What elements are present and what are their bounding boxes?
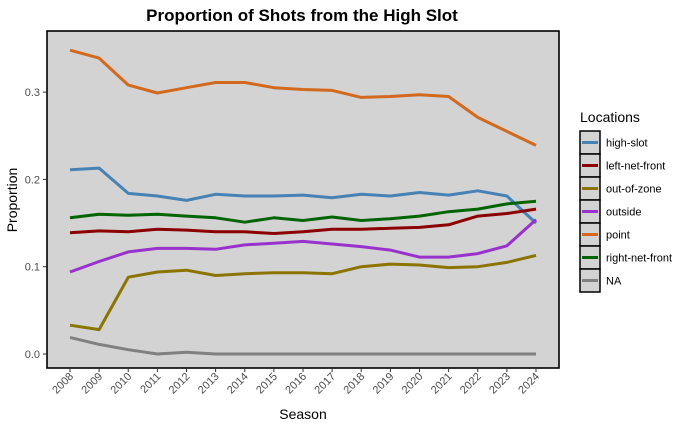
y-tick-label: 0.2 <box>25 174 40 186</box>
legend-label-na: NA <box>606 276 622 288</box>
x-tick-label: 2023 <box>487 371 513 397</box>
x-tick-label: 2016 <box>283 371 309 397</box>
legend-label-left-net-front: left-net-front <box>606 161 665 173</box>
x-axis: 2008 2009 2010 2011 2012 2013 2014 2015 2016 2017… <box>50 368 542 396</box>
series-lines <box>69 48 538 356</box>
x-tick-label: 2019 <box>371 371 397 397</box>
x-tick-label: 2021 <box>429 371 455 397</box>
x-axis-title: Season <box>279 406 326 422</box>
series-line-high-slot <box>69 166 538 225</box>
x-tick-label: 2012 <box>167 371 193 397</box>
x-tick-label: 2022 <box>458 371 484 397</box>
legend-title: Locations <box>580 109 640 125</box>
x-tick-label: 2014 <box>225 371 251 397</box>
x-tick-label: 2017 <box>312 371 338 397</box>
x-tick-label: 2015 <box>254 371 280 397</box>
y-tick-label: 0.3 <box>25 87 40 99</box>
chart-title: Proportion of Shots from the High Slot <box>146 6 458 25</box>
x-tick-label: 2020 <box>400 371 426 397</box>
legend-label-right-net-front: right-net-front <box>606 253 672 265</box>
series-line-na <box>69 335 536 356</box>
x-tick-label: 2008 <box>50 371 76 397</box>
y-tick-label: 0.1 <box>25 262 40 274</box>
x-tick-label: 2011 <box>138 371 163 396</box>
y-tick-label: 0.0 <box>25 349 40 361</box>
legend-label-point: point <box>606 230 630 242</box>
legend-label-outside: outside <box>606 207 641 219</box>
x-tick-label: 2010 <box>109 371 135 397</box>
legend-label-out-of-zone: out-of-zone <box>606 184 662 196</box>
x-tick-label: 2018 <box>342 371 368 397</box>
x-tick-label: 2024 <box>516 371 542 397</box>
y-axis-title: Proportion <box>4 168 20 233</box>
series-line-point <box>69 48 537 147</box>
x-tick-label: 2009 <box>79 371 105 397</box>
legend: Locations high-slot left-net-front out-of-… <box>579 109 672 293</box>
x-tick-label: 2013 <box>196 371 222 397</box>
series-line-outside <box>69 218 538 274</box>
series-line-right-net-front <box>69 199 537 224</box>
legend-label-high-slot: high-slot <box>606 138 648 150</box>
y-axis: 0.0 0.1 0.2 0.3 <box>25 87 47 361</box>
series-line-left-net-front <box>69 207 537 235</box>
series-line-out-of-zone <box>69 253 537 332</box>
